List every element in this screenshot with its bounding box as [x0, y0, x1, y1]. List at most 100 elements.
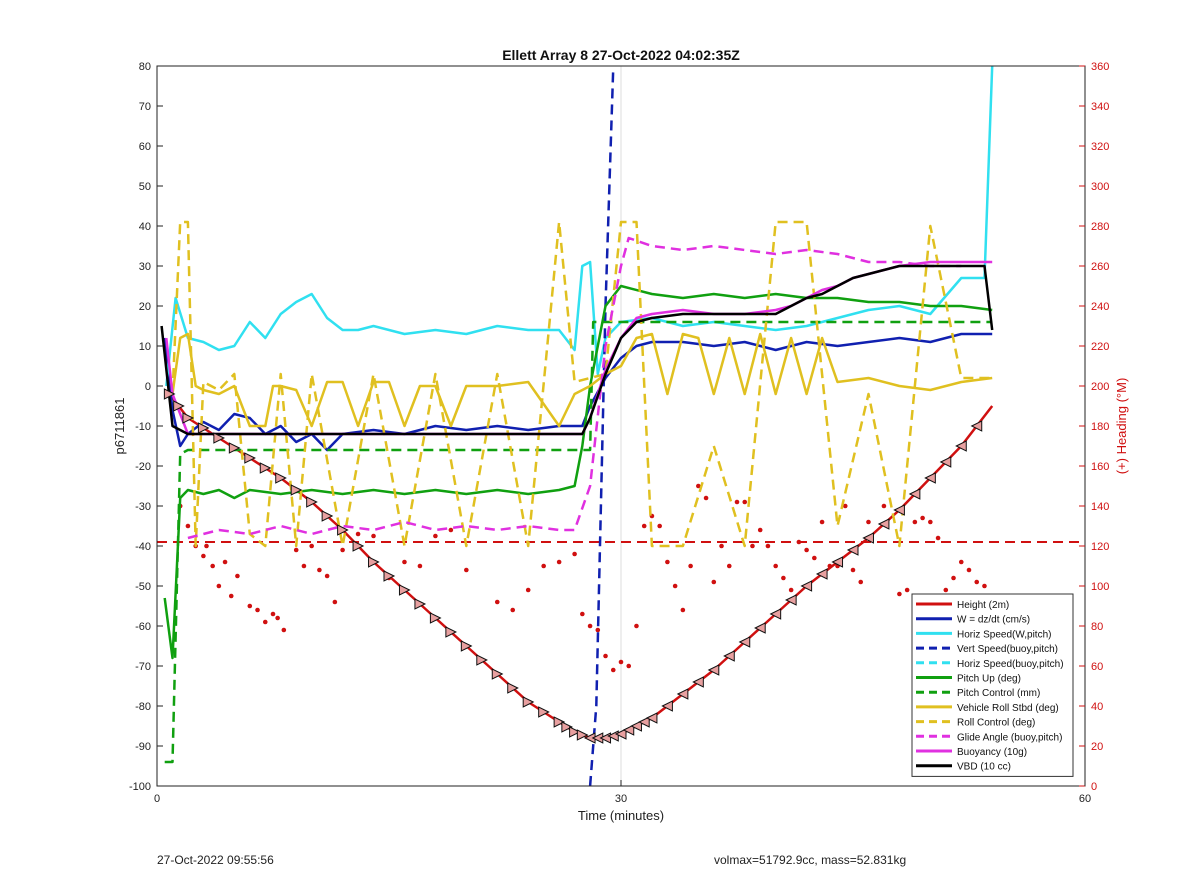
heading-point — [216, 583, 222, 589]
heading-point — [222, 559, 228, 565]
heading-point — [858, 579, 864, 585]
heading-point — [773, 563, 778, 569]
heading-point — [804, 547, 809, 553]
heading-point — [417, 563, 423, 569]
y2-tick-label: 80 — [1091, 621, 1103, 633]
legend-label: VBD (10 cc) — [957, 762, 1011, 773]
heading-point — [788, 587, 794, 593]
heading-point — [464, 567, 469, 573]
heading-point — [819, 519, 825, 525]
y2-tick-label: 140 — [1091, 501, 1109, 513]
height-marker — [290, 484, 303, 496]
height-marker — [337, 524, 349, 536]
heading-point — [781, 575, 786, 581]
legend-label: Glide Angle (buoy,pitch) — [957, 732, 1062, 743]
heading-point — [340, 547, 345, 553]
y2-tick-label: 100 — [1091, 581, 1109, 593]
heading-point — [301, 563, 307, 569]
heading-point — [324, 573, 330, 579]
heading-point — [812, 555, 817, 561]
heading-point — [255, 607, 260, 613]
legend-label: Pitch Control (mm) — [957, 688, 1040, 699]
heading-point — [935, 535, 941, 541]
heading-point — [750, 543, 755, 549]
heading-point — [262, 619, 268, 625]
heading-point — [688, 563, 693, 569]
axis-layer: -100-90-80-70-60-50-40-30-20-10010203040… — [129, 61, 1109, 805]
heading-point — [982, 583, 987, 589]
y-tick-label: 50 — [139, 181, 151, 193]
heading-point — [920, 515, 925, 521]
height-marker — [908, 488, 921, 500]
height-marker — [970, 420, 983, 432]
y-tick-label: 40 — [139, 221, 151, 233]
height-marker — [275, 472, 287, 484]
footer-timestamp: 27-Oct-2022 09:55:56 — [157, 853, 274, 867]
series-line-1 — [163, 332, 993, 452]
x-axis-label: Time (minutes) — [578, 808, 664, 823]
heading-point — [510, 607, 516, 613]
height-marker — [955, 440, 967, 452]
height-marker — [259, 462, 272, 474]
height-marker — [538, 706, 550, 718]
series-line-8 — [171, 220, 993, 548]
heading-point — [850, 567, 856, 573]
legend-label: Height (2m) — [957, 600, 1009, 611]
heading-point — [943, 587, 949, 593]
legend: Height (2m) W = dz/dt (cm/s) Horiz Speed(W… — [911, 593, 1074, 777]
height-marker — [630, 720, 642, 732]
heading-point — [657, 523, 662, 529]
y-tick-label: -100 — [129, 781, 151, 793]
heading-point — [275, 615, 280, 621]
series-line-7 — [171, 332, 993, 428]
heading-point — [293, 547, 299, 553]
height-marker — [321, 510, 334, 522]
heading-point — [556, 559, 562, 565]
y2-tick-label: 260 — [1091, 261, 1109, 273]
height-marker — [893, 504, 905, 516]
y2-tick-label: 360 — [1091, 61, 1109, 73]
height-marker — [460, 640, 473, 652]
height-marker — [800, 580, 813, 592]
height-marker — [352, 540, 365, 552]
y-tick-label: 60 — [139, 141, 151, 153]
height-marker — [661, 700, 673, 712]
y-tick-label: -50 — [135, 581, 151, 593]
heading-point — [641, 523, 647, 529]
series-line-5 — [163, 284, 993, 660]
height-marker — [306, 496, 318, 508]
heading-point — [610, 667, 616, 673]
height-marker — [429, 612, 442, 624]
height-marker — [707, 664, 720, 676]
heading-point — [332, 599, 338, 605]
y-tick-label: 30 — [139, 261, 151, 273]
y-tick-label: -30 — [135, 501, 151, 513]
y-tick-label: -40 — [135, 541, 151, 553]
height-marker — [368, 556, 380, 568]
height-marker — [815, 568, 828, 580]
height-marker — [831, 556, 844, 568]
height-marker — [173, 400, 185, 412]
height-marker — [877, 518, 890, 530]
heading-point — [881, 503, 887, 509]
y2-tick-label: 220 — [1091, 341, 1109, 353]
y2-tick-label: 60 — [1091, 661, 1103, 673]
y2-tick-label: 280 — [1091, 221, 1109, 233]
heading-point — [247, 603, 253, 609]
height-marker — [607, 730, 619, 742]
height-marker — [924, 472, 936, 484]
height-marker — [576, 729, 589, 741]
heading-point — [572, 551, 577, 557]
heading-point — [719, 543, 724, 549]
heading-point — [711, 579, 717, 585]
legend-label: Horiz Speed(W,pitch) — [957, 629, 1051, 640]
y2-tick-label: 240 — [1091, 301, 1109, 313]
heading-point — [309, 543, 314, 549]
heading-point — [317, 567, 322, 573]
height-marker — [476, 654, 488, 666]
y-axis-label: p6711861 — [112, 398, 127, 455]
legend-label: W = dz/dt (cm/s) — [957, 615, 1030, 626]
heading-point — [912, 519, 918, 525]
y-tick-label: 20 — [139, 301, 151, 313]
y-tick-label: -10 — [135, 421, 151, 433]
